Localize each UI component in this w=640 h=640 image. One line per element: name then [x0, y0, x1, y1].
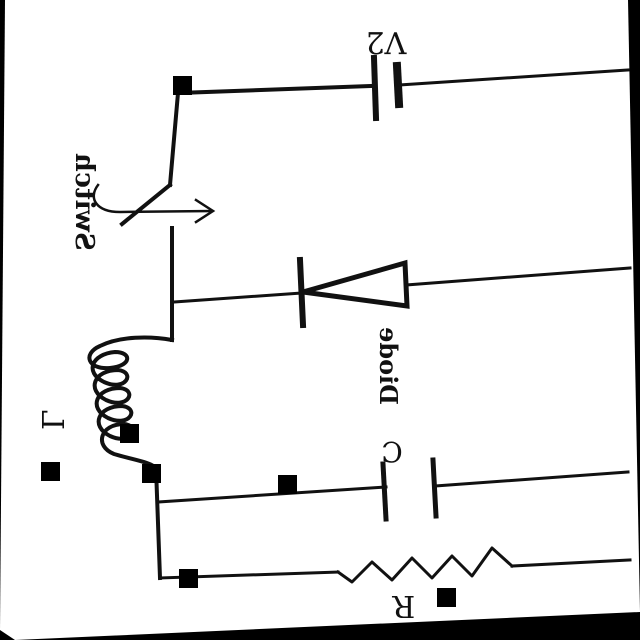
wire-top-right: [397, 68, 630, 87]
label-inductor: L: [34, 410, 69, 430]
capacitor-plate-left: [380, 461, 389, 522]
label-capacitor: C: [381, 435, 402, 468]
labels: V2 Switch Diode L C R: [34, 24, 415, 623]
capacitor-plate-right: [430, 457, 439, 519]
noise-square: [173, 76, 192, 95]
wire-diode-left: [172, 291, 304, 304]
wire-capacitor-left: [156, 485, 388, 504]
wire-resistor-right: [510, 558, 632, 568]
label-diode: Diode: [374, 327, 403, 405]
noise-square: [41, 462, 60, 481]
switch-arrow-head: [194, 198, 216, 224]
diode-bar: [296, 256, 307, 329]
noise-square: [437, 588, 456, 607]
noise-squares: [41, 76, 456, 607]
wire-diode-right: [404, 266, 632, 287]
wire-capacitor-right: [433, 470, 630, 488]
noise-square: [142, 464, 161, 483]
label-resistor: R: [391, 588, 415, 623]
noise-square: [278, 475, 297, 494]
wire-top-left: [175, 83, 375, 96]
noise-square: [120, 424, 139, 443]
wire-left-lower: [153, 465, 163, 581]
label-switch: Switch: [69, 153, 99, 251]
noise-square: [179, 569, 198, 588]
battery-plate-long: [370, 54, 380, 122]
wire-left-upper: [167, 90, 181, 188]
switch-arrow: [92, 183, 214, 214]
label-v2: V2: [366, 24, 408, 59]
switch-blade: [119, 182, 173, 227]
resistor-zigzag: [335, 546, 515, 584]
